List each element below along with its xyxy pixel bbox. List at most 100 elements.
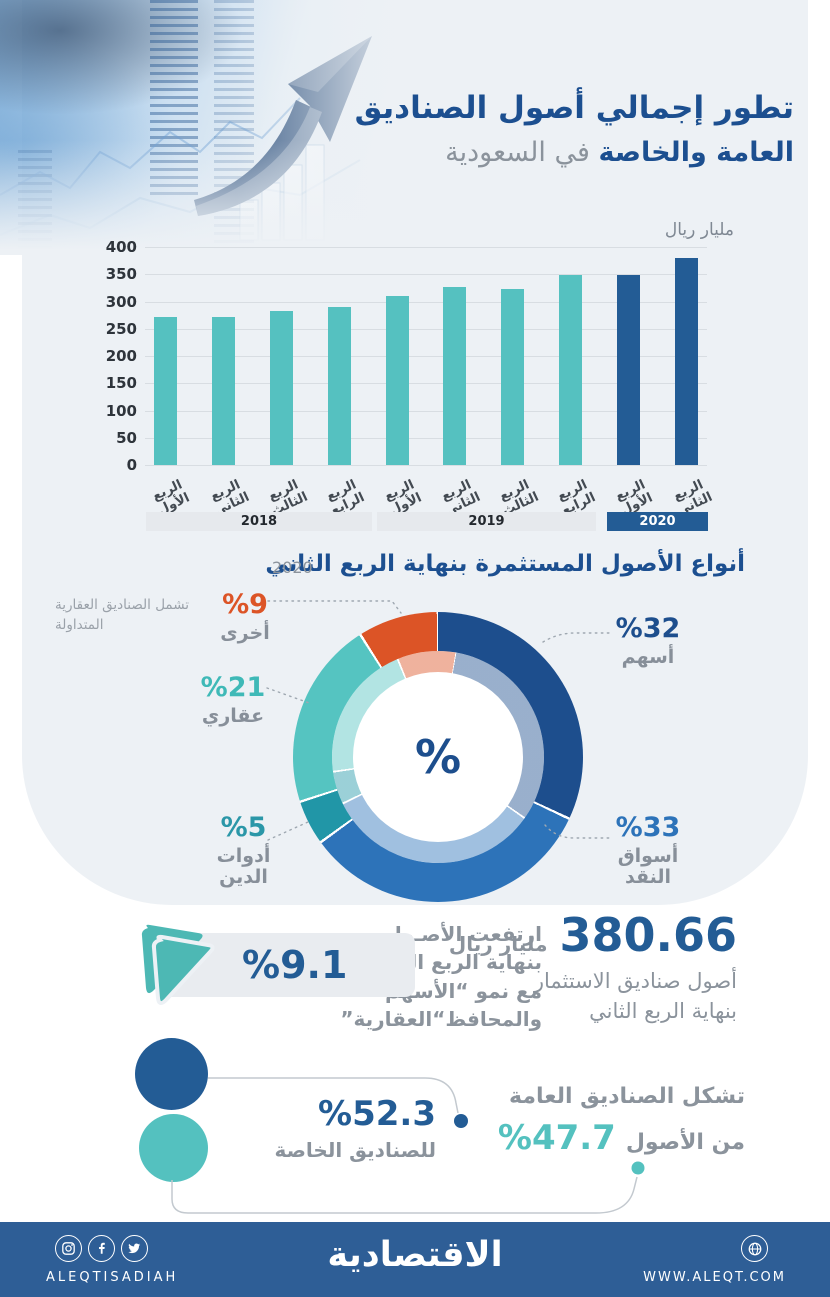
- total-assets: مليار ريال 380.66: [449, 908, 737, 962]
- x-label-cell: الربع الأول: [150, 468, 192, 517]
- public-share-suffix: من الأصول: [625, 1130, 745, 1155]
- globe-icon[interactable]: [741, 1235, 768, 1262]
- x-label-cell: الربع الثاني: [439, 468, 483, 518]
- bar: [327, 306, 351, 465]
- slice-label-other: %9 أخرى: [216, 590, 274, 644]
- website-url[interactable]: WWW.ALEQT.COM: [643, 1270, 786, 1285]
- year-band-2018: 2018: [146, 512, 372, 531]
- gridline: [145, 465, 707, 466]
- total-assets-caption-line1: أصول صناديق الاستثمار: [533, 969, 737, 993]
- social-handle: ALEQTISADIAH: [46, 1270, 179, 1285]
- y-tick-label: 100: [105, 401, 137, 420]
- slice-label-money-markets: %33 أسواق النقد: [608, 813, 688, 887]
- gridline: [145, 383, 707, 385]
- public-share-line: %47.7 من الأصول: [498, 1113, 745, 1164]
- facebook-icon[interactable]: [88, 1235, 115, 1262]
- total-assets-unit: مليار ريال: [448, 932, 548, 956]
- private-share: %52.3 للصناديق الخاصة: [274, 1094, 436, 1162]
- y-tick-label: 350: [105, 265, 137, 284]
- market-collage-image: [0, 0, 430, 255]
- donut-hole: %: [353, 672, 523, 842]
- x-label-cell: الربع الأول: [613, 468, 655, 517]
- private-share-percent: %52.3: [318, 1094, 436, 1134]
- slice-pct-realestate: %21: [200, 672, 266, 703]
- slice-pct-money-markets: %33: [615, 812, 681, 843]
- y-tick-label: 0: [126, 456, 137, 474]
- x-label-cell: الربع الثالث: [497, 468, 541, 518]
- bar: [501, 288, 525, 465]
- x-axis-labels: الربع الأول الربع الثاني الربع الثالث الربع…: [145, 468, 715, 518]
- social-icons: [55, 1235, 148, 1262]
- gridline: [145, 437, 707, 439]
- y-tick-label: 250: [105, 319, 137, 338]
- slice-name-realestate: عقاري: [201, 704, 265, 727]
- slice-other-note: تشمل الصناديق العقارية المتداولة: [55, 597, 190, 633]
- gridline: [145, 247, 707, 248]
- slice-name-other: أخرى: [220, 621, 270, 644]
- footer: ALEQTISADIAH الاقتصادية WWW.ALEQT.COM: [0, 1222, 830, 1297]
- x-label-cell: الربع الثاني: [671, 468, 715, 518]
- public-funds-circle: [135, 1038, 208, 1110]
- gridline: [145, 328, 707, 330]
- slice-pct-stocks: %32: [615, 613, 681, 644]
- growth-caption-line4: والمحافظ“العقارية”: [340, 1007, 542, 1032]
- total-assets-value: 380.66: [559, 908, 737, 962]
- slice-name-debt: أدوات الدين: [216, 844, 271, 888]
- total-assets-caption-line2: بنهاية الربع الثاني: [589, 999, 737, 1024]
- slice-label-realestate: %21 عقاري: [198, 673, 268, 727]
- collage-fade: [0, 0, 430, 255]
- bar: [674, 257, 698, 465]
- public-share-intro: تشكل الصناديق العامة: [509, 1084, 745, 1109]
- private-share-label: للصناديق الخاصة: [274, 1138, 436, 1162]
- public-share-percent: %47.7: [497, 1118, 616, 1158]
- x-label-cell: الربع الرابع: [555, 468, 598, 518]
- bar: [385, 296, 409, 465]
- gridline: [145, 356, 707, 357]
- twitter-icon[interactable]: [121, 1235, 148, 1262]
- y-tick-label: 50: [116, 428, 137, 447]
- title-line2-bold: العامة والخاصة: [598, 137, 795, 169]
- year-band-2020: 2020: [607, 512, 708, 531]
- slice-label-debt: %5 أدوات الدين: [196, 813, 291, 887]
- bar: [617, 274, 640, 465]
- globe-icon-wrap: [741, 1235, 768, 1262]
- bar: [154, 317, 177, 465]
- x-label-cell: الربع الأول: [382, 468, 424, 517]
- growth-percent: %9.1: [242, 943, 348, 987]
- slice-label-stocks: %32 أسهم: [613, 614, 683, 668]
- bar: [269, 310, 293, 465]
- instagram-icon[interactable]: [55, 1235, 82, 1262]
- bar: [559, 274, 583, 465]
- gridline: [145, 274, 707, 276]
- donut-subtitle: 2020: [272, 558, 313, 577]
- y-axis-unit: مليار ريال: [664, 220, 734, 240]
- title-line2-gray: في السعودية: [445, 137, 590, 169]
- x-label-cell: الربع الثاني: [208, 468, 252, 518]
- bar: [443, 287, 467, 465]
- growth-flag-icon: [141, 924, 215, 1005]
- x-label-cell: الربع الثالث: [266, 468, 310, 518]
- slice-name-stocks: أسهم: [621, 645, 675, 668]
- y-tick-label: 200: [105, 347, 137, 365]
- public-share: تشكل الصناديق العامة %47.7 من الأصول: [498, 1080, 745, 1164]
- bar: [211, 317, 235, 465]
- donut-title: أنواع الأصول المستثمرة بنهاية الربع الثا…: [265, 551, 745, 577]
- title-line2: العامة والخاصة في السعودية: [355, 132, 794, 174]
- gridline: [145, 301, 707, 303]
- donut-center-label: %: [414, 730, 462, 784]
- page-title: تطور إجمالي أصول الصناديق العامة والخاصة…: [355, 84, 794, 174]
- x-label-cell: الربع الرابع: [324, 468, 367, 518]
- donut-chart: %: [293, 612, 583, 902]
- bar-chart: 0 50 100 150 200 250 300 350 400: [106, 238, 707, 474]
- slice-name-money-markets: أسواق النقد: [617, 844, 679, 888]
- total-assets-caption: أصول صناديق الاستثمار بنهاية الربع الثان…: [534, 966, 737, 1027]
- y-tick-label: 300: [105, 292, 137, 311]
- year-band-2019: 2019: [377, 512, 596, 531]
- slice-pct-other: %9: [222, 589, 268, 620]
- slice-pct-debt: %5: [220, 812, 267, 843]
- brand-logo: الاقتصادية: [327, 1235, 503, 1275]
- private-funds-circle: [139, 1114, 208, 1182]
- title-line1: تطور إجمالي أصول الصناديق: [354, 90, 794, 126]
- y-tick-label: 400: [105, 238, 137, 256]
